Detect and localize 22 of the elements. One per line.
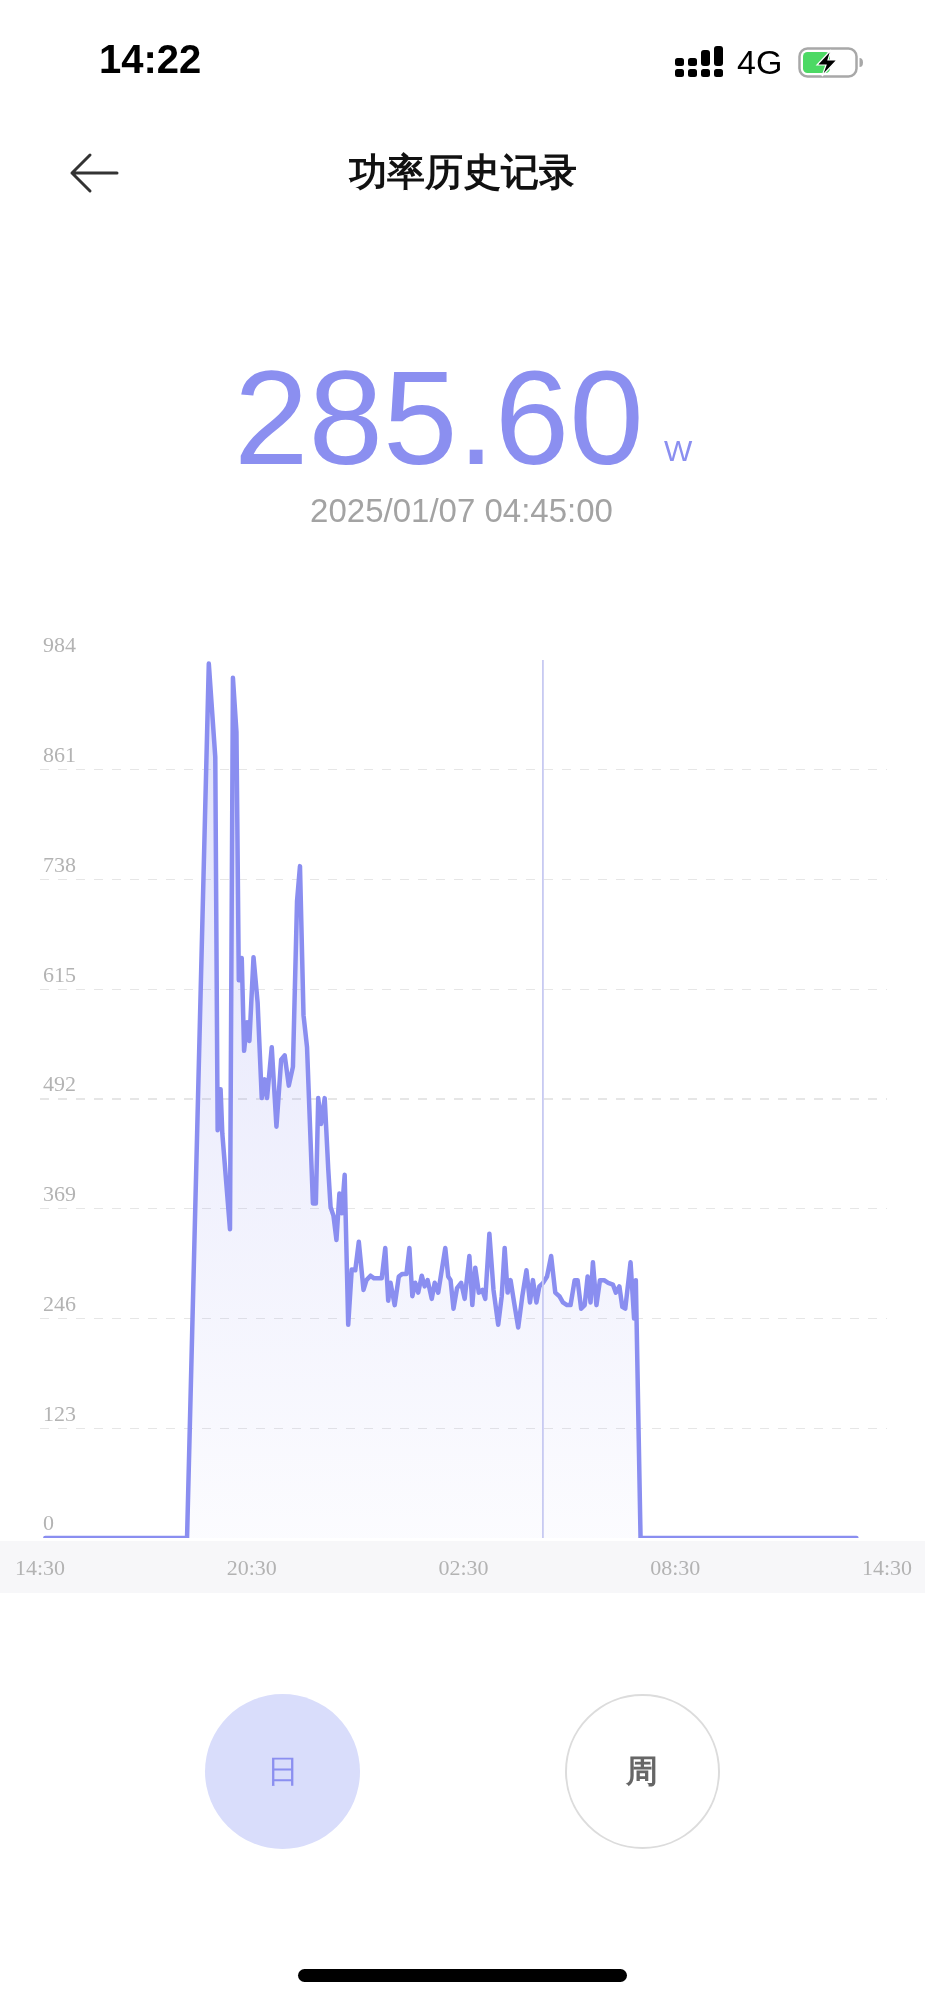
y-tick-label: 123 xyxy=(43,1400,76,1426)
day-button: 日 xyxy=(205,1693,360,1849)
y-tick-label: 492 xyxy=(43,1071,76,1097)
week-button: 周 xyxy=(564,1693,720,1849)
x-tick-label: 14:30 xyxy=(861,1555,913,1580)
reading-value: 285.60 xyxy=(234,351,644,485)
x-tick-label: 14:30 xyxy=(14,1555,66,1580)
y-tick-label: 984 xyxy=(43,632,76,658)
y-tick-label: 0 xyxy=(43,1510,54,1536)
x-tick-label: 02:30 xyxy=(438,1555,489,1580)
y-tick-label: 615 xyxy=(43,961,76,987)
timestamp: 2025/01/07 04:45:00 xyxy=(310,494,613,527)
unit-label: W xyxy=(664,436,693,466)
y-tick-label: 369 xyxy=(43,1181,76,1207)
status-time: 14:22 xyxy=(99,39,202,79)
y-tick-label: 861 xyxy=(43,742,76,768)
network-label: 4G xyxy=(737,45,783,79)
x-tick-label: 08:30 xyxy=(650,1555,701,1580)
page-title: 功率历史记录 xyxy=(348,153,577,191)
y-tick-label: 246 xyxy=(43,1290,76,1316)
x-tick-label: 20:30 xyxy=(226,1555,277,1580)
y-tick-label: 738 xyxy=(43,851,76,877)
